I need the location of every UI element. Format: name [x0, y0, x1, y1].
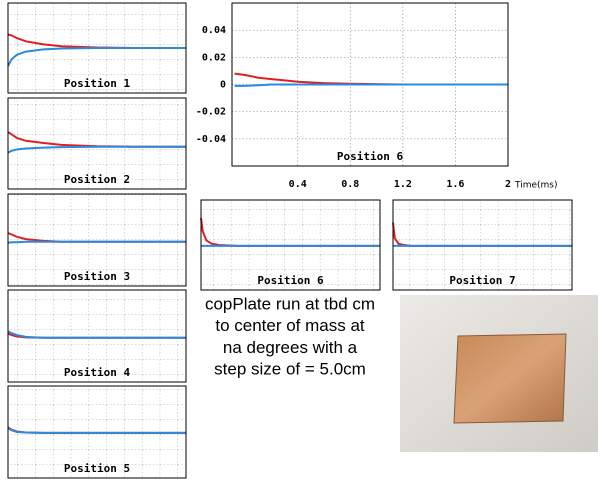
plot-frame [392, 199, 573, 291]
chart-title: Position 3 [64, 270, 130, 283]
chart: Position 2 [7, 97, 187, 190]
caption-line: na degrees with a [223, 338, 358, 357]
chart-title: Position 5 [64, 462, 130, 475]
chart-title: Position 1 [64, 77, 131, 90]
caption-line: copPlate run at tbd cm [205, 294, 375, 313]
x-axis-label: Time(ms) [514, 181, 558, 191]
y-tick-label: -0.04 [196, 134, 226, 145]
x-tick-label: 0.8 [341, 179, 359, 190]
chart: Position 3 [7, 193, 187, 287]
x-tick-label: 1.2 [394, 179, 412, 190]
chart-title: Position 4 [64, 366, 131, 379]
plot-frame [7, 289, 187, 383]
plot-frame [200, 199, 381, 291]
chart-title: Position 6 [337, 150, 404, 163]
photo [400, 295, 598, 452]
chart: Position 7 [392, 199, 573, 291]
series-line [7, 240, 186, 244]
series-line [7, 47, 186, 67]
series-line [7, 330, 186, 339]
y-tick-label: -0.02 [196, 107, 226, 118]
plot-background [8, 290, 186, 382]
copper-plate [453, 333, 567, 424]
x-tick-label: 2 [505, 179, 511, 190]
y-tick-label: 0.02 [202, 52, 226, 63]
x-tick-label: 1.6 [446, 179, 464, 190]
chart-title: Position 7 [449, 274, 515, 287]
chart: Position 6 [200, 199, 381, 291]
plot-frame [7, 193, 187, 287]
caption-line: step size of = 5.0cm [214, 360, 366, 379]
caption: copPlate run at tbd cm to center of mass … [205, 294, 375, 378]
plot-background [8, 98, 186, 189]
chart: 0.04 0.02 0 -0.02 -0.04 0.4 0.8 1.2 1.6 2 Time(ms)… [196, 2, 558, 191]
y-tick-label: 0.04 [202, 25, 226, 36]
series-line [7, 427, 186, 434]
chart-title: Position 2 [64, 173, 130, 186]
chart: Position 1 [7, 2, 187, 94]
chart: Position 4 [7, 289, 187, 383]
plot-frame [231, 2, 509, 167]
plot-frame [7, 97, 187, 190]
series-line [234, 83, 508, 87]
plot-frame [7, 385, 187, 479]
x-tick-label: 0.4 [289, 179, 307, 190]
chart-title: Position 6 [257, 274, 324, 287]
y-tick-label: 0 [220, 80, 226, 91]
series-line [7, 145, 186, 154]
caption-line: to center of mass at [215, 316, 365, 335]
plot-frame [7, 2, 187, 94]
chart: Position 5 [7, 385, 187, 479]
